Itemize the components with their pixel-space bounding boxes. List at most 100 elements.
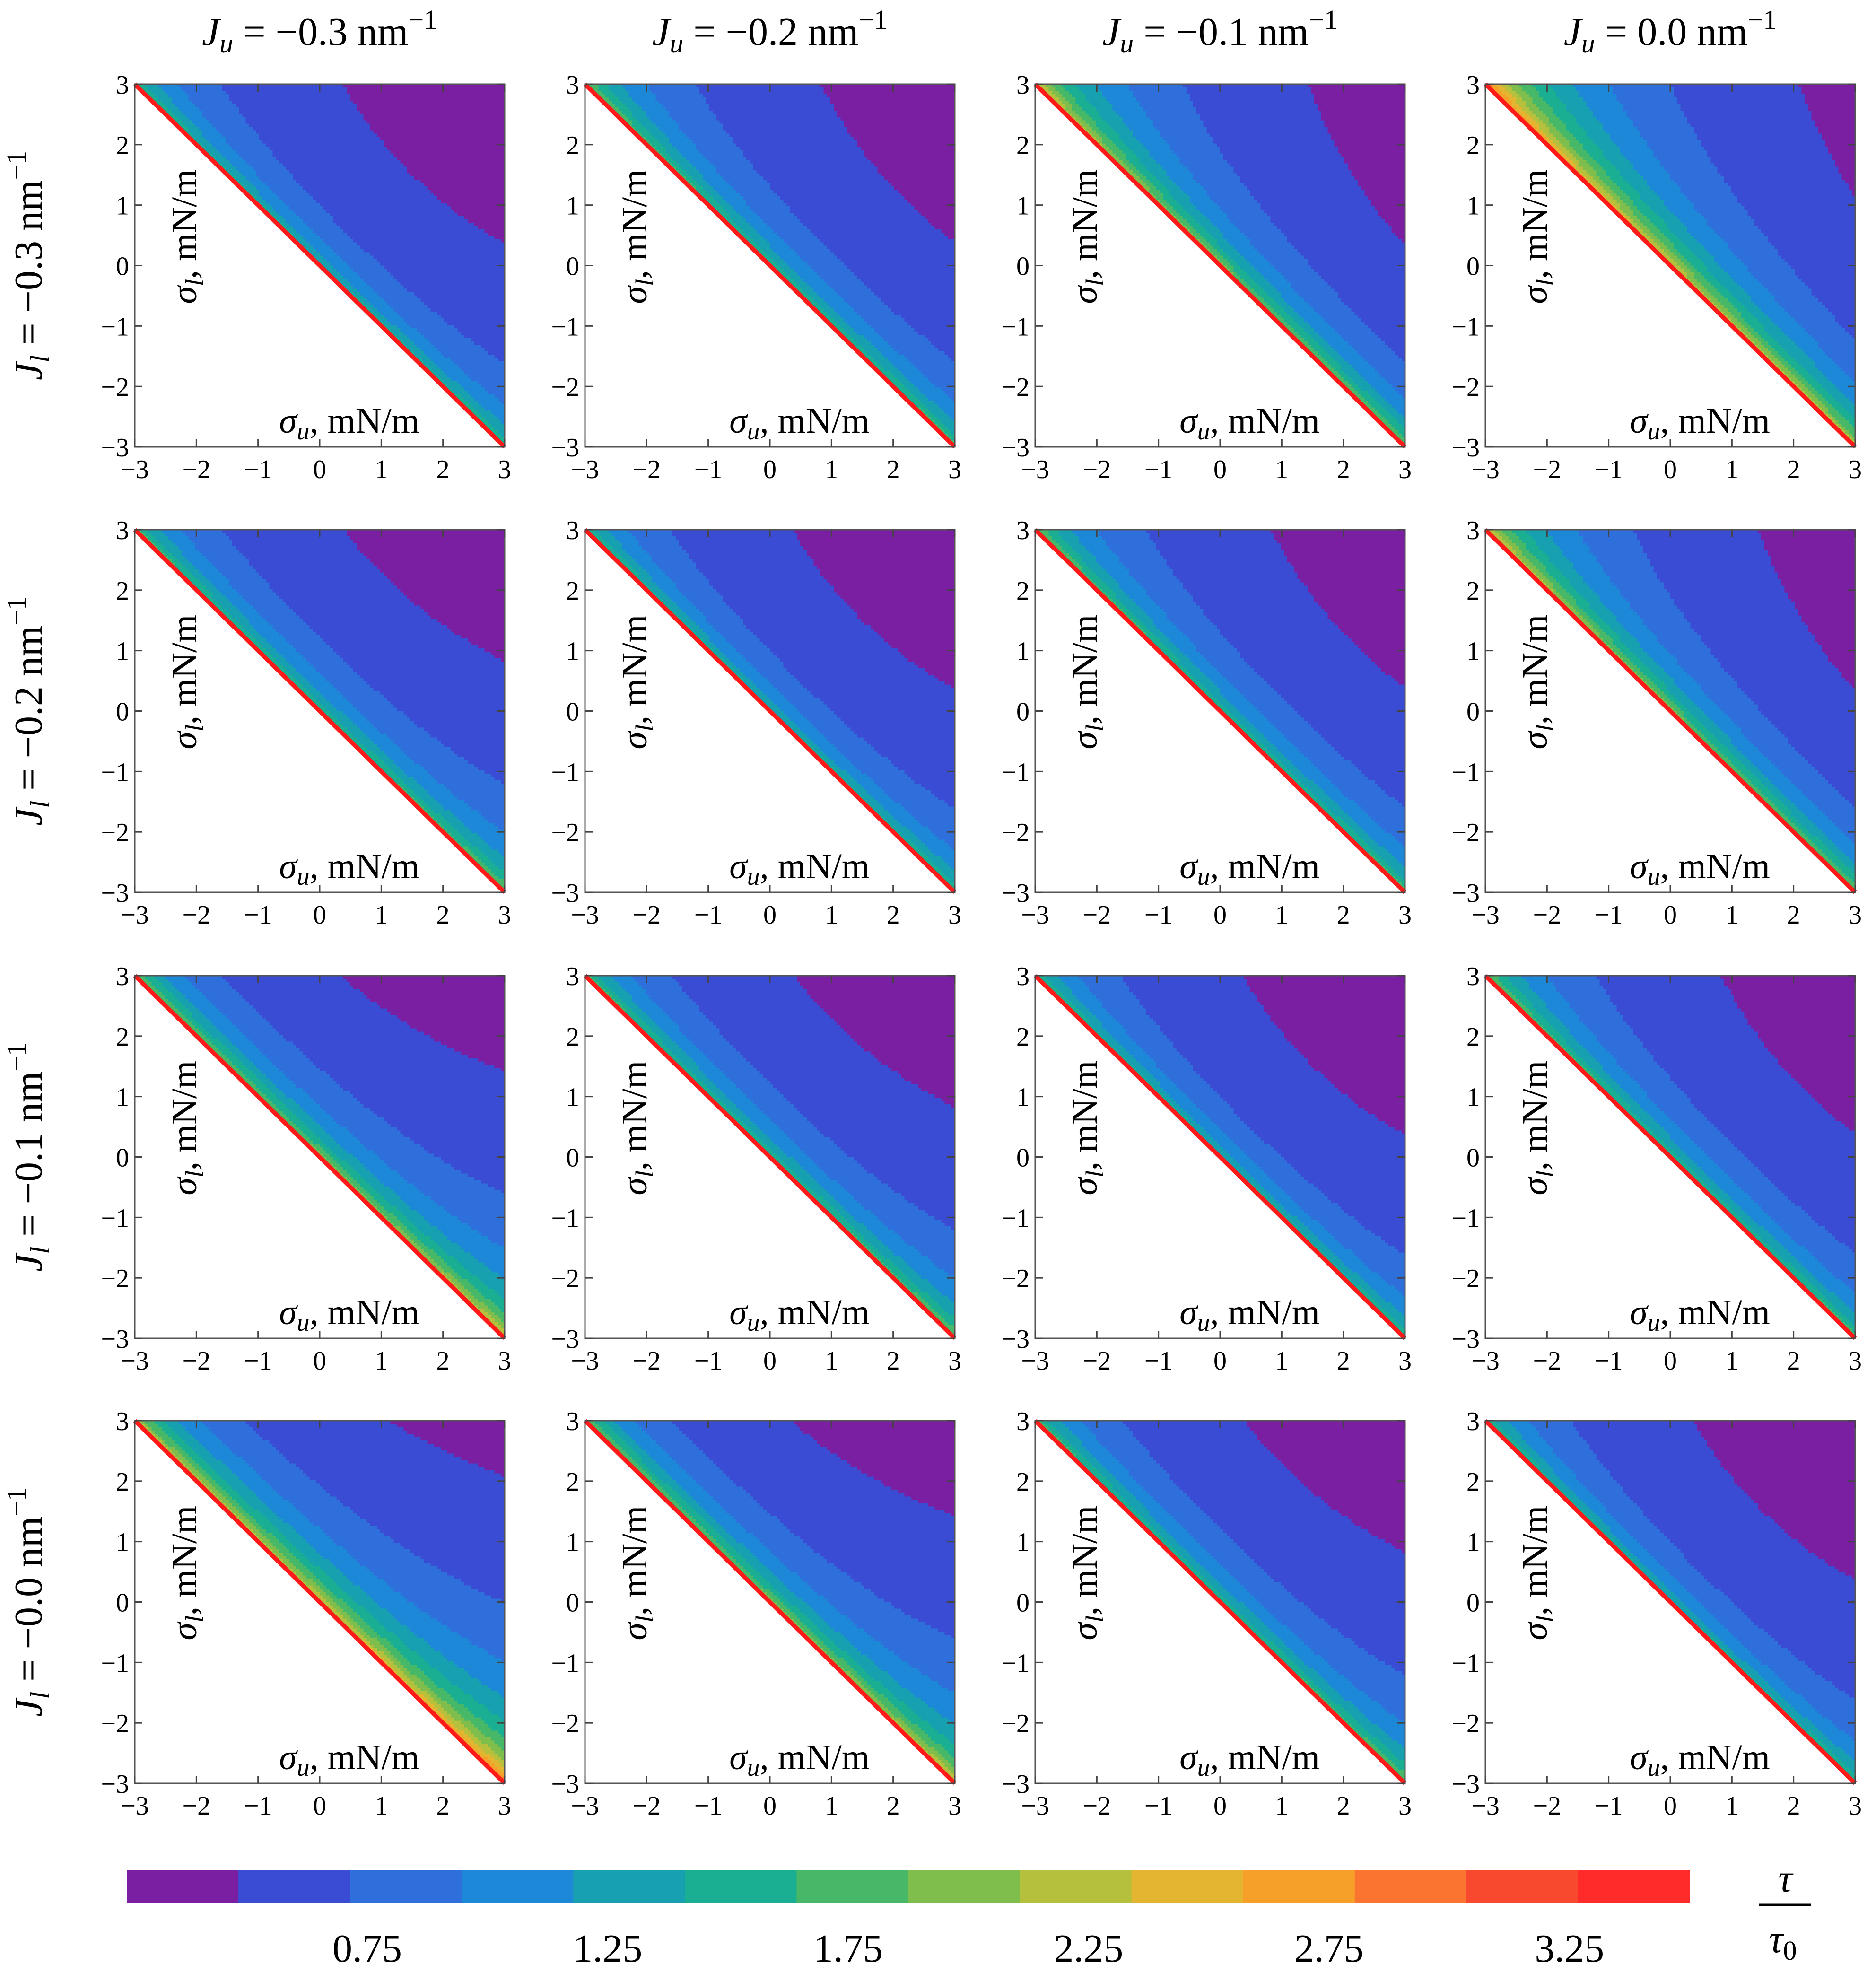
contour-band [1667,170,1718,174]
contour-band [1274,688,1405,692]
contour-band [917,664,955,669]
contour-band [1737,308,1748,312]
contour-band [1341,754,1405,758]
contour-band [1287,322,1298,325]
contour-band [299,216,334,220]
contour-band [454,210,505,213]
column-title-text: = −0.3 nm [233,10,408,54]
contour-band [1223,674,1261,679]
contour-band [729,133,851,138]
contour-band [1751,332,1758,335]
contour-band [1610,84,1671,88]
contour-band [595,530,609,533]
contour-band [1072,556,1083,560]
contour-band [803,288,814,293]
contour-band [743,671,760,675]
contour-band [642,566,660,570]
contour-band [1129,595,1150,600]
contour-band [1851,401,1855,405]
contour-band [857,143,955,148]
contour-band [1324,358,1335,362]
contour-band [1398,354,1405,358]
x-axis-label-subscript: u [297,862,310,890]
contour-band [1727,298,1738,302]
contour-band [854,786,864,791]
contour-band [303,684,314,689]
contour-band [813,298,824,302]
contour-band [225,533,347,537]
contour-band [1176,655,1187,659]
contour-band [269,582,394,586]
contour-band [925,786,955,791]
contour-band [407,344,418,349]
contour-band [1321,786,1338,791]
contour-band [1835,160,1855,164]
contour-band [249,622,270,626]
contour-band [790,245,828,250]
contour-band [1835,361,1855,365]
contour-band [1240,691,1278,695]
contour-band [376,292,414,296]
contour-band [471,642,505,646]
contour-band [1737,318,1745,322]
contour-band [823,734,858,738]
contour-band [854,764,895,768]
contour-band [1203,123,1325,128]
contour-band [706,190,716,193]
contour-band [951,437,955,441]
contour-band [1250,193,1365,197]
contour-band [387,698,505,702]
contour-band [497,417,505,421]
y-tick-label: 1 [566,637,579,666]
contour-band [1553,140,1560,144]
contour-band [1196,664,1214,669]
contour-band [478,810,505,814]
contour-band [790,671,928,675]
contour-band [1542,133,1546,138]
contour-band [1647,140,1701,144]
contour-band [692,602,727,606]
contour-band [1075,110,1086,114]
contour-band [1657,249,1664,253]
contour-band [1697,279,1708,283]
contour-band [158,97,172,101]
contour-band [1058,542,1069,547]
contour-band [239,153,273,157]
contour-band [1243,694,1281,698]
contour-band [175,562,183,567]
contour-band [1146,530,1271,533]
contour-band [763,236,781,240]
contour-band [1216,714,1221,718]
contour-band [286,166,408,171]
contour-band [1052,97,1059,101]
contour-band [948,427,955,431]
contour-band [1398,437,1405,441]
contour-band [901,193,955,197]
contour-band [1724,239,1768,243]
contour-band [1324,123,1405,128]
contour-band [938,417,952,421]
contour-band [1213,711,1217,715]
contour-band [1284,754,1305,758]
contour-band [175,104,196,108]
contour-band [921,401,935,405]
contour-band [464,800,505,804]
y-axis-label-symbol: σ [1065,285,1105,304]
contour-band [1784,332,1809,335]
contour-band [1572,153,1580,157]
row-title-text: = −0.3 nm [7,180,51,355]
contour-band [1815,377,1829,382]
contour-band [1556,113,1573,118]
contour-band [376,315,384,319]
contour-band [619,552,629,557]
contour-band [1163,183,1177,187]
contour-band [1670,249,1677,253]
contour-band [1089,113,1099,118]
contour-band [911,381,932,385]
contour-band [1660,216,1677,220]
contour-band [1757,338,1765,342]
contour-band [807,688,955,692]
contour-band [1401,440,1405,444]
contour-band [451,387,465,392]
